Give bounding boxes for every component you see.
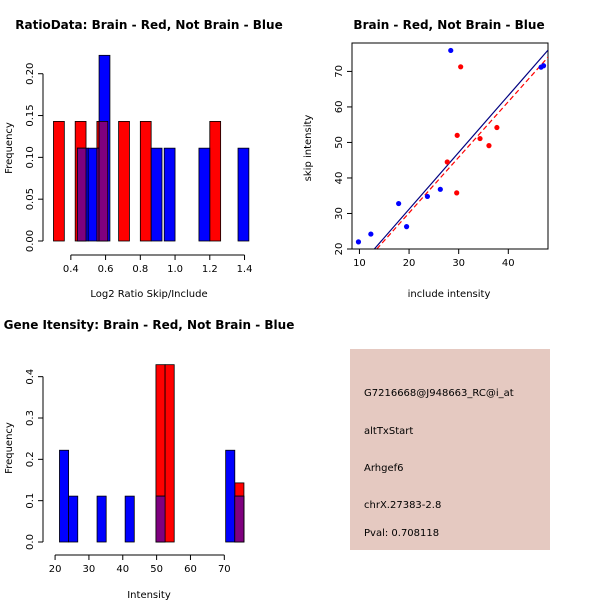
- info-gene-symbol: Arhgef6: [364, 463, 404, 474]
- gene-intensity-ylabel: Frequency: [4, 422, 15, 474]
- ratio-histogram-title: RatioData: Brain - Red, Not Brain - Blue: [15, 18, 282, 32]
- scatter-point-brain: [444, 159, 450, 165]
- scatter-point-not-brain: [540, 63, 547, 69]
- gene-intensity-x-tick-label: 70: [218, 564, 231, 575]
- scatter-point-not-brain: [403, 224, 410, 230]
- gene-intensity-y-tick-label: 0.1: [25, 493, 36, 509]
- ratio-histogram-panel: RatioData: Brain - Red, Not Brain - Blue…: [4, 18, 283, 300]
- info-pval: Pval: 0.708118: [364, 528, 439, 539]
- gene-intensity-bar-overlap: [155, 495, 166, 543]
- ratio-histogram-bar-not-brain: [150, 147, 163, 242]
- ratio-histogram-x-tick-label: 1.4: [237, 264, 253, 275]
- gene-intensity-bar-overlap: [234, 495, 245, 543]
- scatter-y-tick-label: 30: [334, 207, 345, 220]
- ratio-histogram-y-tick-label: 0.00: [25, 230, 36, 252]
- gene-intensity-bar-not-brain: [124, 495, 135, 543]
- ratio-histogram-y-tick-label: 0.20: [25, 63, 36, 85]
- scatter-fit-lines: [373, 49, 548, 249]
- ratio-histogram-x-tick-label: 0.6: [98, 264, 114, 275]
- scatter-y-tick-label: 70: [334, 65, 345, 78]
- scatter-point-not-brain: [396, 200, 402, 207]
- scatter-point-brain: [454, 190, 460, 196]
- ratio-histogram-ylabel: Frequency: [4, 122, 15, 174]
- ratio-histogram-y-tick-label: 0.10: [25, 146, 36, 168]
- ratio-histogram-bar-overlap: [98, 121, 109, 242]
- scatter-x-tick-label: 20: [403, 258, 416, 269]
- ratio-histogram-y-tick-label: 0.05: [25, 188, 36, 210]
- ratio-histogram-x-tick-label: 0.4: [63, 264, 79, 275]
- ratio-histogram-bar-brain: [53, 121, 65, 242]
- ratio-histogram-bar-brain: [118, 121, 130, 242]
- info-probe-id: G7216668@J948663_RC@i_at: [364, 388, 514, 399]
- ratio-histogram-bar-not-brain: [237, 147, 250, 242]
- info-panel: G7216668@J948663_RC@i_at altTxStart Arhg…: [350, 349, 550, 550]
- ratio-histogram-xlabel: Log2 Ratio Skip/Include: [90, 289, 207, 300]
- scatter-point-brain: [486, 143, 492, 149]
- gene-intensity-histogram-panel: Gene Itensity: Brain - Red, Not Brain - …: [4, 318, 295, 600]
- gene-intensity-bar-not-brain: [68, 495, 79, 543]
- scatter-plot-box: [351, 42, 549, 250]
- ratio-histogram-y-tick-label: 0.15: [25, 104, 36, 126]
- ratio-histogram-bar-not-brain: [163, 147, 176, 242]
- ratio-histogram-x-tick-label: 1.0: [167, 264, 183, 275]
- scatter-point-not-brain: [424, 193, 431, 200]
- gene-intensity-title: Gene Itensity: Brain - Red, Not Brain - …: [4, 318, 295, 332]
- gene-intensity-x-tick-label: 50: [150, 564, 163, 575]
- gene-intensity-y-tick-label: 0.3: [25, 410, 36, 426]
- info-event-type: altTxStart: [364, 426, 413, 437]
- ratio-histogram-bars: [53, 54, 250, 242]
- scatter-y-tick-label: 60: [334, 101, 345, 114]
- gene-intensity-bar-not-brain: [59, 449, 70, 543]
- scatter-y-tick-label: 20: [334, 243, 345, 256]
- gene-intensity-x-tick-label: 20: [49, 564, 62, 575]
- intensity-scatter-panel: Brain - Red, Not Brain - Blue 10 20 30 40 20…: [303, 18, 549, 300]
- scatter-point-brain: [494, 124, 500, 131]
- ratio-histogram-axes: 0.4 0.6 0.8 1.0 1.2 1.4 0.00 0.05 0.10 0.15 0.20: [25, 63, 252, 275]
- ratio-histogram-bar-overlap: [76, 147, 87, 242]
- gene-intensity-x-tick-label: 30: [83, 564, 96, 575]
- scatter-x-tick-label: 10: [353, 258, 366, 269]
- scatter-point-brain: [477, 135, 483, 142]
- gene-intensity-xlabel: Intensity: [127, 590, 171, 600]
- scatter-point-not-brain: [355, 239, 362, 245]
- gene-intensity-bars: [59, 364, 245, 543]
- scatter-y-tick-label: 50: [334, 136, 345, 149]
- scatter-x-tick-label: 40: [502, 258, 515, 269]
- scatter-y-tick-label: 40: [334, 172, 345, 185]
- gene-intensity-bar-not-brain: [225, 449, 236, 543]
- gene-intensity-y-tick-label: 0.2: [25, 451, 36, 467]
- scatter-title: Brain - Red, Not Brain - Blue: [353, 18, 544, 32]
- gene-intensity-x-tick-label: 40: [116, 564, 129, 575]
- scatter-point-not-brain: [448, 47, 454, 54]
- info-location: chrX.27383-2.8: [364, 500, 441, 511]
- brain-fit-line: [376, 56, 548, 249]
- gene-intensity-x-tick-label: 60: [184, 564, 197, 575]
- scatter-axes: 10 20 30 40 20 30 40 50 60 70: [334, 65, 515, 269]
- scatter-point-brain: [454, 132, 460, 138]
- gene-intensity-bar-not-brain: [96, 495, 107, 543]
- scatter-point-not-brain: [368, 231, 374, 237]
- ratio-histogram-bar-brain: [209, 121, 222, 242]
- ratio-histogram-bar-not-brain: [198, 147, 211, 242]
- gene-intensity-y-tick-label: 0.4: [25, 369, 36, 385]
- scatter-ylabel: skip intensity: [303, 115, 314, 182]
- ratio-histogram-x-tick-label: 1.2: [202, 264, 218, 275]
- gene-intensity-y-tick-label: 0.0: [25, 534, 36, 550]
- gene-intensity-axes: 20 30 40 50 60 70 0.0 0.1 0.2 0.3 0.4: [25, 369, 231, 575]
- not-brain-fit-line: [373, 49, 548, 249]
- scatter-points: [355, 47, 547, 245]
- info-panel-background: [350, 349, 550, 550]
- scatter-x-tick-label: 30: [452, 258, 465, 269]
- ratio-histogram-x-tick-label: 0.8: [132, 264, 148, 275]
- scatter-point-brain: [458, 64, 464, 70]
- scatter-point-not-brain: [437, 186, 443, 192]
- scatter-xlabel: include intensity: [408, 289, 491, 300]
- ratio-histogram-bar-brain: [139, 121, 152, 242]
- gene-intensity-bar-brain: [164, 364, 175, 543]
